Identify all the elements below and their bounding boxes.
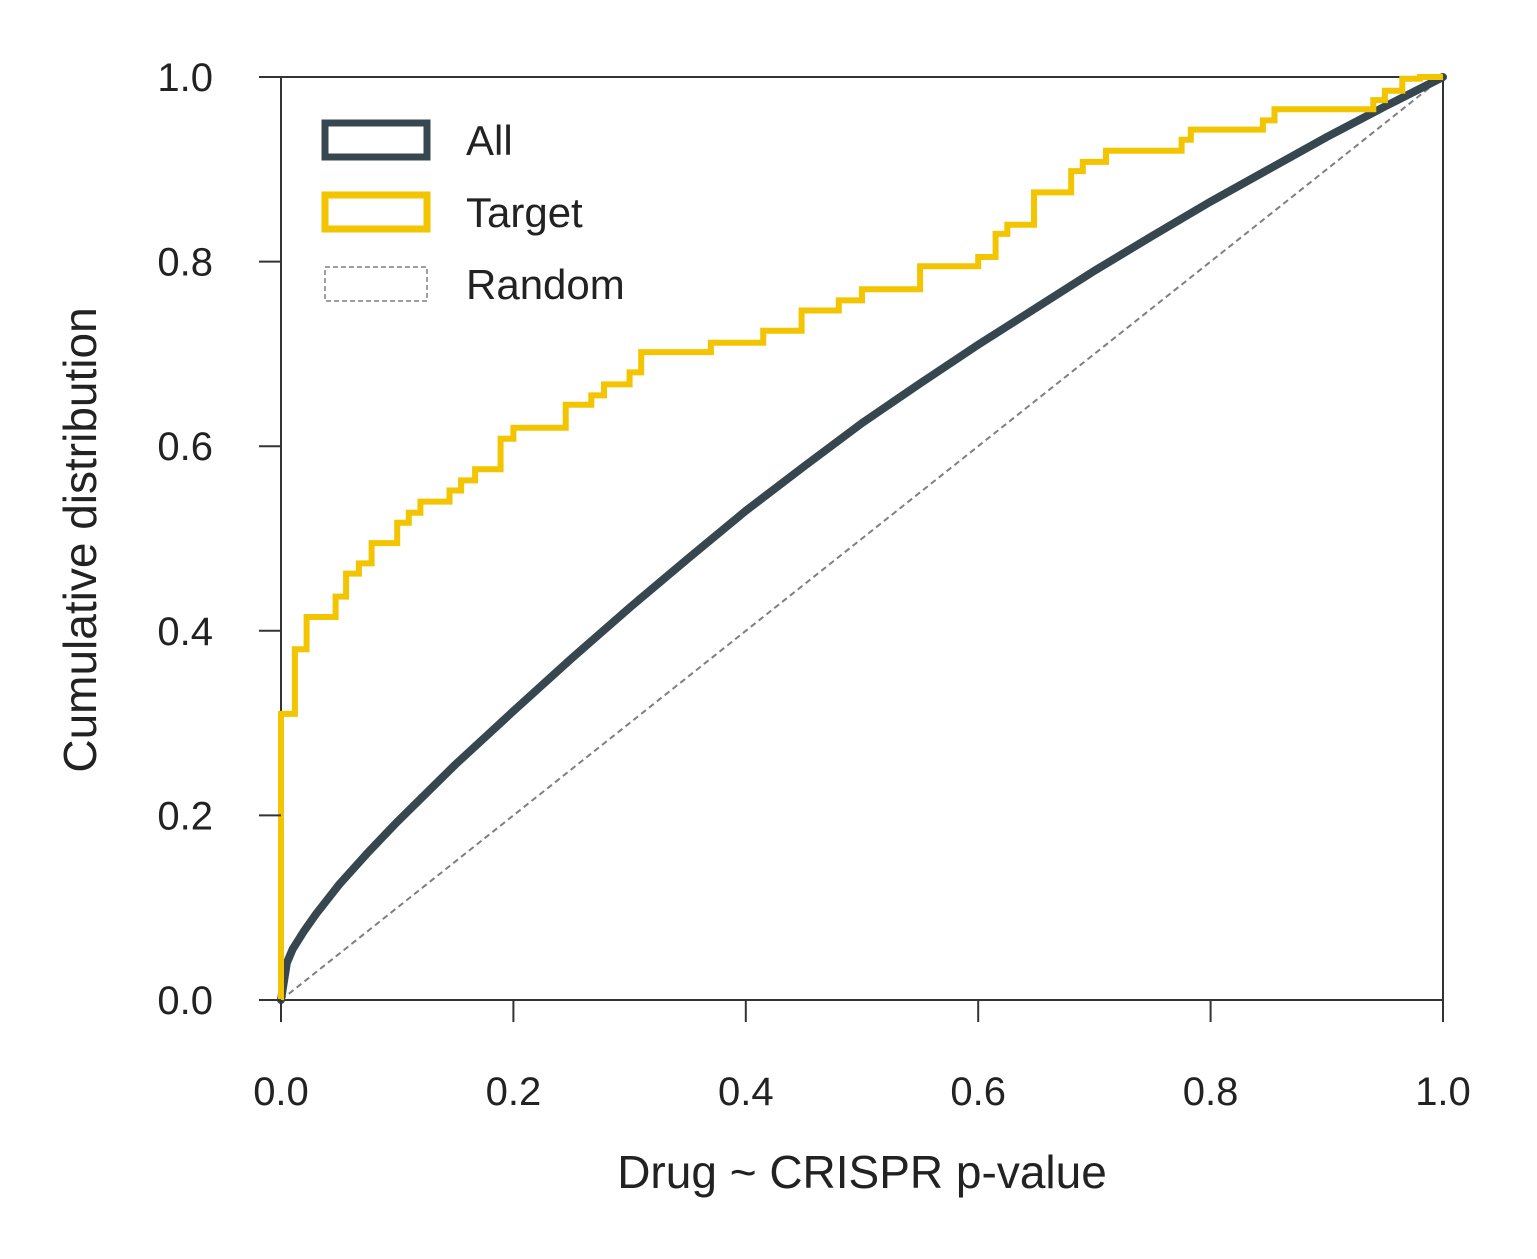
series-line-random <box>280 76 1444 1001</box>
plot-area <box>280 76 1444 1001</box>
legend-swatch <box>321 119 431 161</box>
y-tick-label: 0.0 <box>157 979 213 1023</box>
y-tick-label: 0.4 <box>157 610 213 654</box>
legend-label: Target <box>466 189 583 236</box>
legend-label: Random <box>466 261 625 308</box>
plot-border <box>280 76 1444 1001</box>
legend: All Target Random <box>321 117 625 308</box>
legend-item-random: Random <box>324 261 625 308</box>
legend-swatch <box>324 266 428 302</box>
axes: 0.0 0.2 0.4 0.6 0.8 1.0 0.0 0.2 0.4 0.6 0.8 1.0 <box>157 56 1470 1114</box>
x-tick-label: 0.8 <box>1183 1070 1239 1114</box>
series-line-target <box>278 74 1443 1000</box>
y-tick-label: 0.2 <box>157 794 213 838</box>
legend-item-all: All <box>321 117 513 164</box>
y-tick-label: 0.8 <box>157 241 213 285</box>
legend-item-target: Target <box>321 189 583 236</box>
x-tick-label: 0.6 <box>950 1070 1006 1114</box>
x-tick-label: 0.0 <box>253 1070 309 1114</box>
legend-label: All <box>466 117 513 164</box>
series-layer <box>277 73 1447 1004</box>
x-tick-label: 1.0 <box>1415 1070 1471 1114</box>
legend-swatch <box>321 191 431 233</box>
y-tick-label: 1.0 <box>157 56 213 100</box>
x-tick-label: 0.4 <box>718 1070 774 1114</box>
y-tick-label: 0.6 <box>157 425 213 469</box>
series-line-all <box>277 73 1447 1004</box>
x-tick-label: 0.2 <box>486 1070 542 1114</box>
x-axis-title: Drug ~ CRISPR p-value <box>617 1146 1107 1198</box>
y-axis-title: Cumulative distribution <box>54 307 106 772</box>
